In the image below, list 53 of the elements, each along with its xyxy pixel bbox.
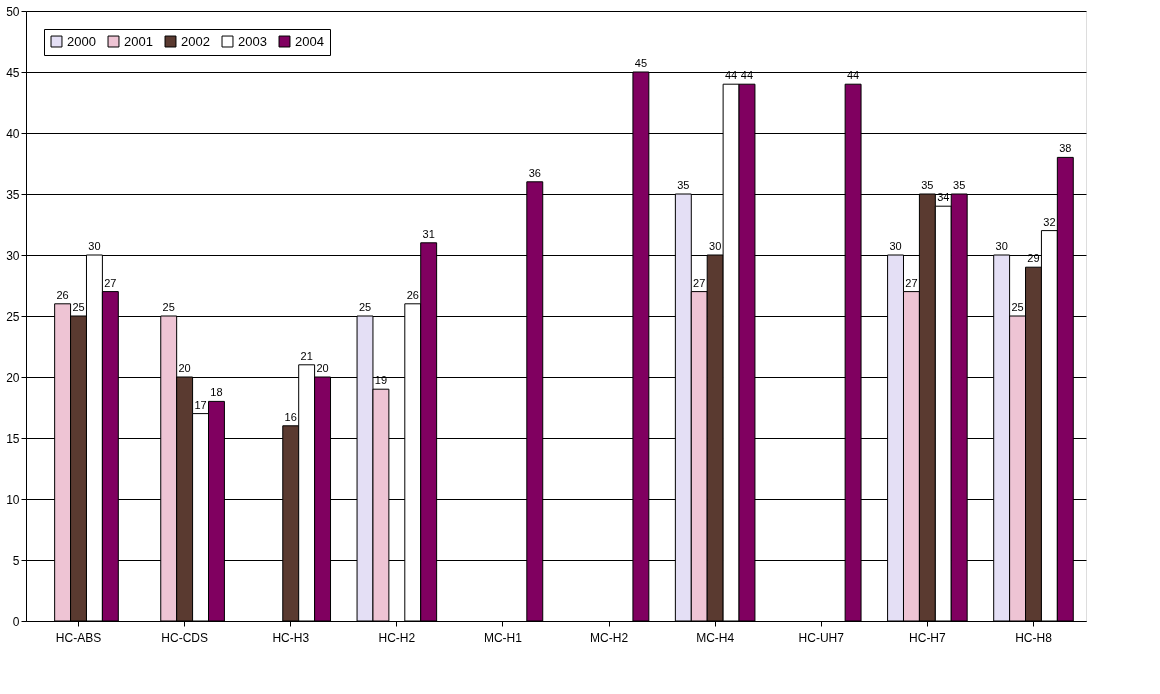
data-label: 20 bbox=[316, 362, 329, 374]
legend-label: 2002 bbox=[181, 33, 210, 49]
y-tick-label: 5 bbox=[12, 553, 20, 568]
x-tick-label: HC-H3 bbox=[272, 630, 310, 645]
y-tick-label: 25 bbox=[6, 309, 20, 324]
data-label: 26 bbox=[56, 288, 69, 301]
data-label: 32 bbox=[1043, 215, 1056, 228]
x-tick-label: HC-H2 bbox=[378, 630, 416, 645]
y-tick-label: 30 bbox=[6, 248, 20, 263]
data-label: 17 bbox=[194, 398, 207, 411]
legend-label: 2001 bbox=[124, 33, 153, 49]
data-label: 30 bbox=[709, 240, 722, 252]
y-tick-label: 10 bbox=[6, 492, 20, 507]
y-tick-label: 45 bbox=[6, 65, 20, 80]
data-label: 30 bbox=[889, 240, 902, 252]
data-label: 25 bbox=[1011, 301, 1024, 313]
data-label: 27 bbox=[104, 276, 117, 289]
x-tick-label: HC-H7 bbox=[909, 630, 947, 645]
y-tick-label: 50 bbox=[6, 4, 20, 19]
data-label: 25 bbox=[72, 301, 85, 313]
x-tick-label: MC-H4 bbox=[696, 630, 735, 645]
data-label: 30 bbox=[88, 240, 101, 252]
data-label: 27 bbox=[693, 276, 706, 289]
data-label: 25 bbox=[162, 301, 175, 313]
y-tick-label: 40 bbox=[6, 126, 20, 141]
data-label: 26 bbox=[406, 288, 419, 301]
x-tick-label: HC-ABS bbox=[55, 630, 102, 645]
y-tick-label: 35 bbox=[6, 187, 20, 202]
y-tick-label: 0 bbox=[12, 614, 20, 629]
data-label: 45 bbox=[634, 57, 648, 69]
legend-label: 2003 bbox=[238, 33, 267, 49]
x-tick-label: MC-H2 bbox=[590, 630, 629, 645]
data-label: 35 bbox=[677, 179, 690, 191]
x-tick-label: HC-UH7 bbox=[798, 630, 845, 645]
x-tick-label: MC-H1 bbox=[483, 630, 523, 645]
data-label: 20 bbox=[178, 362, 191, 374]
data-label: 35 bbox=[921, 179, 934, 191]
data-label: 38 bbox=[1059, 142, 1072, 155]
legend-label: 2000 bbox=[67, 33, 96, 49]
data-label: 31 bbox=[422, 227, 435, 240]
data-label: 30 bbox=[995, 240, 1008, 252]
y-tick-label: 20 bbox=[6, 370, 20, 385]
data-label: 16 bbox=[284, 410, 297, 423]
data-label: 18 bbox=[210, 386, 223, 399]
data-label: 21 bbox=[300, 349, 313, 362]
data-label: 35 bbox=[953, 179, 966, 191]
y-tick-label: 15 bbox=[6, 431, 20, 446]
x-tick-label: HC-H8 bbox=[1015, 630, 1053, 645]
data-label: 27 bbox=[905, 276, 918, 289]
data-label: 25 bbox=[358, 301, 372, 313]
data-label: 36 bbox=[528, 166, 541, 179]
x-tick-label: HC-CDS bbox=[161, 630, 208, 645]
legend-label: 2004 bbox=[295, 33, 324, 49]
